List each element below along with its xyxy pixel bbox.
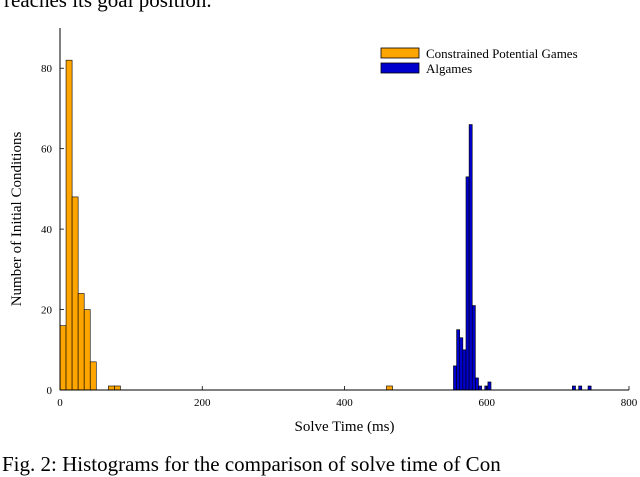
x-tick-label-4: 800	[621, 397, 638, 409]
bar-cpg-8	[386, 385, 393, 391]
x-tick-label-0: 0	[57, 397, 63, 409]
bar-algames-10	[487, 381, 492, 391]
y-axis-label: Number of Initial Conditions	[9, 132, 25, 307]
bar-algames-0	[453, 365, 457, 391]
series-algames	[453, 124, 592, 391]
bar-algames-4	[465, 176, 470, 391]
bar-cpg-5	[89, 361, 97, 391]
x-tick-label-1: 200	[194, 397, 211, 409]
x-tick-label-2: 400	[336, 397, 353, 409]
bar-cpg-1	[65, 59, 73, 391]
bar-algames-9	[484, 385, 489, 391]
bar-algames-6	[471, 305, 476, 391]
legend-label-algames: Algames	[426, 61, 472, 76]
bar-algames-1	[456, 329, 461, 391]
y-tick-label-2: 40	[41, 224, 53, 236]
bar-algames-5	[468, 124, 473, 391]
bar-cpg-0	[59, 325, 67, 391]
x-axis-label: Solve Time (ms)	[294, 419, 394, 435]
bar-algames-3	[462, 349, 467, 391]
histogram-chart: 0 200 400 600 800 0 20 40 60 80 Solve Time (ms) N…	[9, 28, 638, 435]
y-tick-label-0: 0	[47, 385, 53, 397]
bar-cpg-7	[114, 385, 121, 391]
legend-swatch-cpg	[380, 47, 420, 59]
body-text-line: reaches its goal position.	[4, 0, 212, 12]
figure-caption: Fig. 2: Histograms for the comparison of…	[2, 452, 501, 476]
legend-swatch-algames	[380, 62, 420, 74]
y-tick-label-4: 80	[41, 63, 53, 75]
y-tick-label-3: 60	[41, 144, 53, 156]
bar-cpg-3	[77, 293, 85, 391]
bar-algames-11	[572, 385, 576, 391]
bar-algames-12	[578, 385, 583, 391]
bar-algames-2	[459, 337, 464, 391]
series-constrained-potential-games	[59, 59, 393, 391]
axes	[59, 28, 629, 391]
legend-label-cpg: Constrained Potential Games	[426, 46, 578, 61]
bar-cpg-6	[108, 385, 115, 391]
ticks: 0 200 400 600 800 0 20 40 60 80	[41, 63, 638, 409]
bar-cpg-4	[83, 309, 91, 391]
bar-cpg-2	[71, 196, 79, 391]
x-tick-label-3: 600	[479, 397, 496, 409]
legend: Constrained Potential Games Algames	[380, 46, 578, 76]
y-tick-label-1: 20	[41, 305, 53, 317]
bar-algames-7	[475, 377, 479, 391]
bar-algames-13	[587, 385, 592, 391]
bar-algames-8	[478, 385, 482, 391]
